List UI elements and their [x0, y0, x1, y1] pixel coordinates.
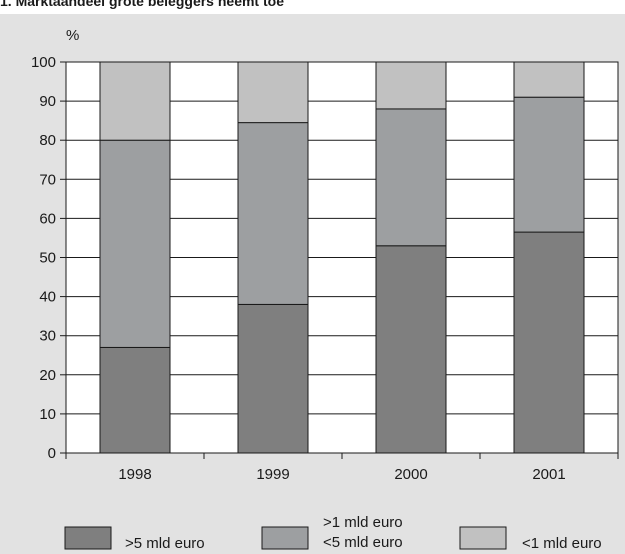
- legend-swatch: [459, 526, 507, 550]
- bar-segment: [375, 108, 447, 247]
- legend-label: >1 mld euro <5 mld euro: [323, 514, 403, 551]
- y-tick-label: 100: [31, 54, 56, 71]
- bar-segment: [513, 96, 585, 233]
- bar-segment: [513, 61, 585, 98]
- x-axis: 1998 1999 2000 2001: [65, 453, 619, 483]
- bar-segment: [513, 231, 585, 454]
- legend-swatch: [261, 526, 309, 550]
- legend-swatch: [64, 526, 112, 550]
- bar-segment: [237, 61, 309, 124]
- y-tick-label: 40: [39, 289, 56, 306]
- y-tick-label: 90: [39, 93, 56, 110]
- y-axis: 0 10 20 30 40 50 60 70 80 90 100: [31, 54, 66, 462]
- x-tick-label: 2001: [532, 466, 565, 483]
- y-tick-label: 70: [39, 171, 56, 188]
- legend-label: >5 mld euro: [125, 535, 205, 552]
- legend: >5 mld euro >1 mld euro <5 mld euro <1 mld …: [64, 514, 602, 552]
- y-tick-label: 30: [39, 328, 56, 345]
- y-tick-label: 0: [48, 445, 56, 462]
- y-tick-label: 10: [39, 406, 56, 423]
- bar-segment: [375, 245, 447, 454]
- x-tick-label: 2000: [394, 466, 427, 483]
- y-axis-label: %: [66, 27, 79, 44]
- chart-title: 1. Marktaandeel grote beleggers neemt to…: [0, 0, 284, 9]
- bar-segment: [99, 139, 171, 348]
- y-tick-label: 80: [39, 132, 56, 149]
- bar-segment: [237, 303, 309, 454]
- y-tick-label: 50: [39, 250, 56, 267]
- bar-segment: [99, 61, 171, 141]
- x-tick-label: 1999: [256, 466, 289, 483]
- bar-segment: [237, 122, 309, 305]
- bars: [99, 61, 585, 454]
- x-tick-label: 1998: [118, 466, 151, 483]
- y-tick-label: 20: [39, 367, 56, 384]
- bar-segment: [99, 346, 171, 454]
- bar-segment: [375, 61, 447, 110]
- legend-label: <1 mld euro: [522, 535, 602, 552]
- y-tick-label: 60: [39, 210, 56, 227]
